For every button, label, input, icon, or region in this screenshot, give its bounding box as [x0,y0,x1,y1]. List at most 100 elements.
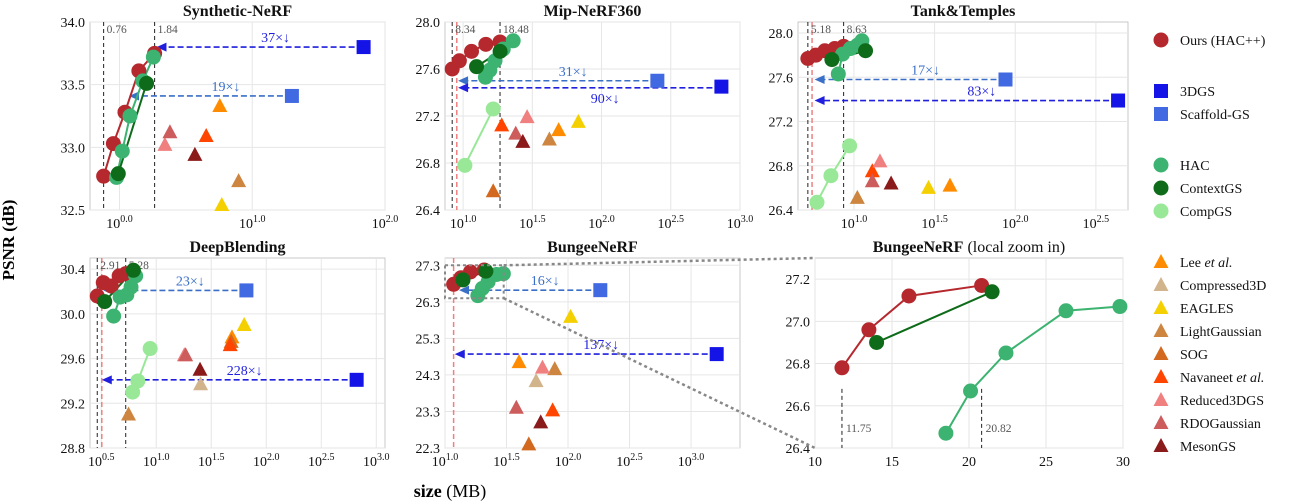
y-tick-label: 32.5 [61,204,86,219]
data-point-mesongs [187,146,203,161]
chart-panel-2: 26.4 26.8 27.2 27.6 28.0 101.0 101.5 102.0 102.5… [416,3,754,232]
data-point-hac [145,49,161,65]
data-point-navaneet [494,117,510,132]
x-axis-label-unit: (MB) [442,481,487,502]
x-tick-label: 102.5 [308,452,335,470]
data-point-hac [114,143,130,159]
chart-title: Synthetic-NeRF [183,3,293,20]
data-point-contextgs [125,262,141,278]
y-tick-label: 27.2 [769,116,794,131]
size-marker-label: 0.76 [107,24,127,36]
legend-marker-threedgs [1154,84,1168,98]
x-tick-label: 102.0 [253,452,280,470]
legend-marker-navaneet [1153,369,1169,383]
data-point-lightgaussian [849,189,865,204]
size-marker-label: 8.63 [847,24,867,36]
data-point-compgs [457,157,473,173]
data-point-lightgaussian [541,131,557,146]
x-tick-label: 102.0 [372,214,399,232]
data-point-lee [511,354,527,369]
x-tick-label: 101.5 [493,452,520,470]
data-point-hac [963,383,979,399]
x-tick-label: 101.0 [432,452,459,470]
legend-marker-rdogaussian [1153,415,1169,429]
data-point-scaffold [239,283,254,298]
data-point-eagles [236,317,252,332]
y-tick-label: 27.3 [416,259,441,274]
data-point-mesongs [533,414,549,429]
x-tick-label: 101.0 [841,214,868,232]
data-point-rdogaussian [864,173,880,188]
y-tick-label: 26.6 [786,400,811,415]
y-tick-label: 25.3 [416,332,441,347]
x-tick-label: 103.0 [678,452,705,470]
data-point-lee [551,122,567,137]
data-point-lee [212,97,228,112]
y-tick-label: 34.0 [61,16,86,31]
y-tick-label: 29.6 [61,353,86,368]
size-marker-label: 5.18 [811,24,831,36]
y-tick-label: 28.0 [416,16,441,31]
compression-ratio-label: 23×↓ [176,274,205,289]
legend-label-scaffold: Scaffold-GS [1180,108,1250,123]
legend-marker-hac [1153,157,1169,173]
series-line-compgs [463,108,495,166]
y-tick-label: 26.8 [786,358,811,373]
arrow-head [814,75,825,85]
chart-title: BungeeNeRF [547,239,638,256]
legend-marker-ours [1153,32,1169,48]
x-tick-label: 101.0 [239,214,266,232]
data-point-contextgs [984,284,1000,300]
y-tick-label: 30.4 [61,263,86,278]
arrow-head [814,96,825,106]
x-tick-label: 102.0 [555,452,582,470]
x-tick-label: 101.5 [921,214,948,232]
compression-ratio-label: 90×↓ [591,92,620,107]
data-point-lightgaussian [231,173,247,188]
x-tick-label: 102.5 [616,452,643,470]
compression-ratio-label: 31×↓ [559,65,588,80]
legend-label-eagles: EAGLES [1180,302,1234,317]
data-point-lightgaussian [547,361,563,376]
data-point-compgs [823,168,839,184]
chart-title: Tank&Temples [911,3,1016,20]
data-point-compgs [842,138,858,154]
y-tick-label: 33.0 [61,141,86,156]
x-tick-label: 101.5 [519,214,546,232]
data-point-contextgs [478,263,494,279]
chart-panel-6: 26.4 26.6 26.8 27.0 27.2 10 15 20 25 30 BungeeNeRF… [786,239,1131,470]
legend-marker-scaffold [1154,107,1168,121]
legend-marker-eagles [1153,300,1169,314]
data-point-lightgaussian [121,406,137,421]
data-point-hac [106,308,122,324]
data-point-threedgs [714,79,729,94]
size-marker-label: 11.75 [846,423,872,435]
legend-label-contextgs: ContextGS [1180,182,1242,197]
y-tick-label: 28.8 [61,442,86,457]
data-point-contextgs [858,43,874,59]
y-tick-label: 27.2 [416,110,441,125]
data-point-eagles [570,113,586,128]
legend-marker-contextgs [1153,180,1169,196]
data-point-contextgs [824,52,840,68]
x-tick-label: 100.5 [88,452,115,470]
compression-ratio-label: 83×↓ [967,85,996,100]
data-point-ours [96,168,112,184]
data-point-mesongs [883,175,899,190]
legend-marker-compgs [1153,203,1169,219]
chart-panel-4: 28.8 29.2 29.6 30.0 30.4 100.5 101.0 101.5 102.0… [61,239,390,470]
legend-label-reduced3dgs: Reduced3DGS [1180,394,1264,409]
data-point-rdogaussian [508,125,524,140]
x-tick-label: 102.5 [658,214,685,232]
size-marker-label: 8.34 [455,24,475,36]
data-point-scaffold [998,72,1013,87]
data-point-ours [901,288,917,304]
compression-ratio-label: 37×↓ [261,31,290,46]
data-point-reduced3dgs [157,136,173,151]
x-tick-label: 100.0 [106,214,133,232]
data-point-hac [998,345,1014,361]
legend-marker-sog [1153,346,1169,360]
x-axis-label-bold: size [414,481,442,501]
data-point-contextgs [97,294,113,310]
y-tick-label: 22.3 [416,442,441,457]
